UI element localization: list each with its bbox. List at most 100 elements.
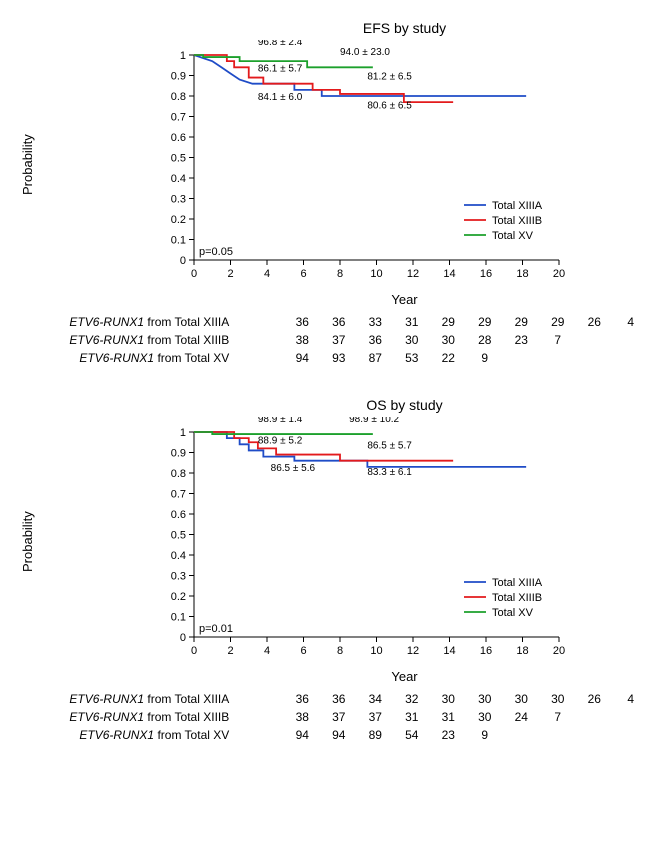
svg-text:0: 0 — [191, 268, 197, 280]
risk-label: ETV6-RUNX1 from Total XIIIB — [20, 331, 239, 349]
risk-cell — [576, 349, 613, 367]
svg-text:8: 8 — [337, 645, 343, 657]
risk-cell: 54 — [394, 726, 431, 744]
svg-text:18: 18 — [516, 645, 528, 657]
x-axis-label: Year — [160, 669, 649, 684]
risk-label: ETV6-RUNX1 from Total XIIIA — [20, 690, 239, 708]
risk-cell — [576, 331, 613, 349]
svg-text:14: 14 — [443, 268, 455, 280]
svg-text:0.4: 0.4 — [171, 173, 186, 185]
svg-text:10: 10 — [370, 268, 382, 280]
svg-text:18: 18 — [516, 268, 528, 280]
risk-cell: 30 — [467, 708, 504, 726]
risk-cell: 94 — [284, 349, 321, 367]
legend-item: Total XV — [492, 607, 534, 619]
risk-cell: 32 — [394, 690, 431, 708]
svg-text:0.8: 0.8 — [171, 91, 186, 103]
svg-text:0.9: 0.9 — [171, 71, 186, 83]
risk-cell: 36 — [321, 313, 358, 331]
risk-cell — [576, 726, 613, 744]
risk-cell: 36 — [321, 690, 358, 708]
risk-cell: 87 — [357, 349, 394, 367]
svg-text:0.2: 0.2 — [171, 591, 186, 603]
svg-text:14: 14 — [443, 645, 455, 657]
risk-label: ETV6-RUNX1 from Total XV — [20, 726, 239, 744]
legend-item: Total XIIIA — [492, 577, 543, 589]
risk-label: ETV6-RUNX1 from Total XIIIB — [20, 708, 239, 726]
risk-cell: 31 — [430, 708, 467, 726]
chart-title: EFS by study — [160, 20, 649, 36]
svg-text:0.6: 0.6 — [171, 509, 186, 521]
svg-text:12: 12 — [407, 268, 419, 280]
svg-text:1: 1 — [180, 50, 186, 62]
p-value: p=0.05 — [199, 246, 233, 258]
svg-text:4: 4 — [264, 268, 270, 280]
risk-cell: 34 — [357, 690, 394, 708]
svg-text:0.4: 0.4 — [171, 550, 186, 562]
risk-cell — [613, 726, 650, 744]
risk-row: ETV6-RUNX1 from Total XV94938753229 — [20, 349, 649, 367]
risk-cell: 36 — [284, 313, 321, 331]
at-risk-table: ETV6-RUNX1 from Total XIIIA3636333129292… — [20, 313, 649, 367]
svg-text:0.1: 0.1 — [171, 612, 186, 624]
risk-cell: 7 — [540, 708, 577, 726]
svg-text:6: 6 — [300, 268, 306, 280]
svg-text:0.7: 0.7 — [171, 112, 186, 124]
annotation: 81.2 ± 6.5 — [367, 72, 412, 83]
risk-cell — [540, 726, 577, 744]
series-total-xiiia — [194, 432, 526, 467]
svg-text:12: 12 — [407, 645, 419, 657]
annotation: 98.9 ± 10.2 — [349, 417, 399, 425]
risk-cell — [540, 349, 577, 367]
svg-text:2: 2 — [227, 268, 233, 280]
risk-cell — [576, 708, 613, 726]
risk-cell: 26 — [576, 690, 613, 708]
risk-cell: 30 — [394, 331, 431, 349]
risk-cell: 36 — [357, 331, 394, 349]
legend-item: Total XIIIA — [492, 200, 543, 212]
risk-cell — [613, 708, 650, 726]
svg-text:0: 0 — [180, 255, 186, 267]
annotation: 88.9 ± 5.2 — [258, 435, 303, 446]
risk-cell — [613, 349, 650, 367]
risk-cell: 94 — [284, 726, 321, 744]
svg-text:6: 6 — [300, 645, 306, 657]
annotation: 80.6 ± 6.5 — [367, 100, 412, 111]
at-risk-table: ETV6-RUNX1 from Total XIIIA3636343230303… — [20, 690, 649, 744]
svg-text:2: 2 — [227, 645, 233, 657]
svg-text:0: 0 — [191, 645, 197, 657]
svg-text:0.9: 0.9 — [171, 448, 186, 460]
risk-cell: 31 — [394, 313, 431, 331]
risk-cell: 93 — [321, 349, 358, 367]
svg-text:0.2: 0.2 — [171, 214, 186, 226]
risk-cell: 30 — [467, 690, 504, 708]
svg-text:16: 16 — [480, 268, 492, 280]
legend-item: Total XV — [492, 230, 534, 242]
chart-title: OS by study — [160, 397, 649, 413]
risk-label: ETV6-RUNX1 from Total XV — [20, 349, 239, 367]
risk-cell: 89 — [357, 726, 394, 744]
y-axis-label: Probability — [20, 432, 145, 652]
p-value: p=0.01 — [199, 623, 233, 635]
risk-cell: 9 — [467, 349, 504, 367]
svg-text:10: 10 — [370, 645, 382, 657]
plot-area: 0246810121416182000.10.20.30.40.50.60.70… — [149, 40, 569, 290]
risk-cell: 7 — [540, 331, 577, 349]
svg-text:20: 20 — [553, 645, 565, 657]
legend-item: Total XIIIB — [492, 592, 542, 604]
svg-text:0.5: 0.5 — [171, 530, 186, 542]
risk-row: ETV6-RUNX1 from Total XIIIA3636343230303… — [20, 690, 649, 708]
risk-cell: 38 — [284, 331, 321, 349]
risk-cell: 30 — [503, 690, 540, 708]
y-axis-label: Probability — [20, 55, 145, 275]
risk-row: ETV6-RUNX1 from Total XIIIB3837373131302… — [20, 708, 649, 726]
annotation: 84.1 ± 6.0 — [258, 92, 303, 103]
svg-text:8: 8 — [337, 268, 343, 280]
risk-cell: 37 — [357, 708, 394, 726]
risk-cell: 37 — [321, 708, 358, 726]
risk-cell: 28 — [467, 331, 504, 349]
risk-cell: 53 — [394, 349, 431, 367]
risk-cell: 29 — [540, 313, 577, 331]
plot-area: 0246810121416182000.10.20.30.40.50.60.70… — [149, 417, 569, 667]
risk-cell: 38 — [284, 708, 321, 726]
